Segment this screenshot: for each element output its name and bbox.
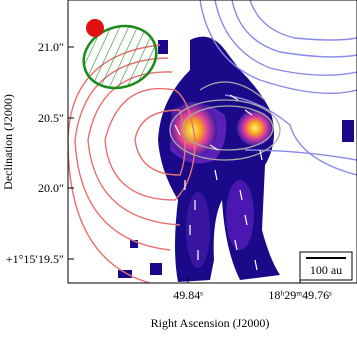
x-tick-label: 18ʰ29ᵐ49.76ˢ [268, 288, 332, 302]
frame [67, 0, 357, 284]
y-tick-label: 21.0″ [38, 40, 64, 54]
polarization-vectors [174, 94, 263, 271]
tick-marks [68, 46, 301, 283]
x-tick-label: 49.84ˢ [173, 288, 203, 302]
y-tick-label: 20.0″ [38, 181, 64, 195]
y-tick-label: 20.5″ [38, 111, 64, 125]
beam [82, 24, 158, 90]
beam-marker [86, 19, 104, 37]
gray-contours [169, 81, 281, 161]
x-axis-label: Right Ascension (J2000) [151, 316, 270, 330]
scalebar-box [299, 251, 353, 281]
y-axis-label: Declination (J2000) [1, 94, 15, 190]
scalebar-label: 100 au [310, 263, 342, 277]
y-tick-label: +1°15′19.5″ [6, 252, 64, 266]
image-area: 100 au [68, 0, 357, 283]
blue-contours [199, 0, 357, 176]
